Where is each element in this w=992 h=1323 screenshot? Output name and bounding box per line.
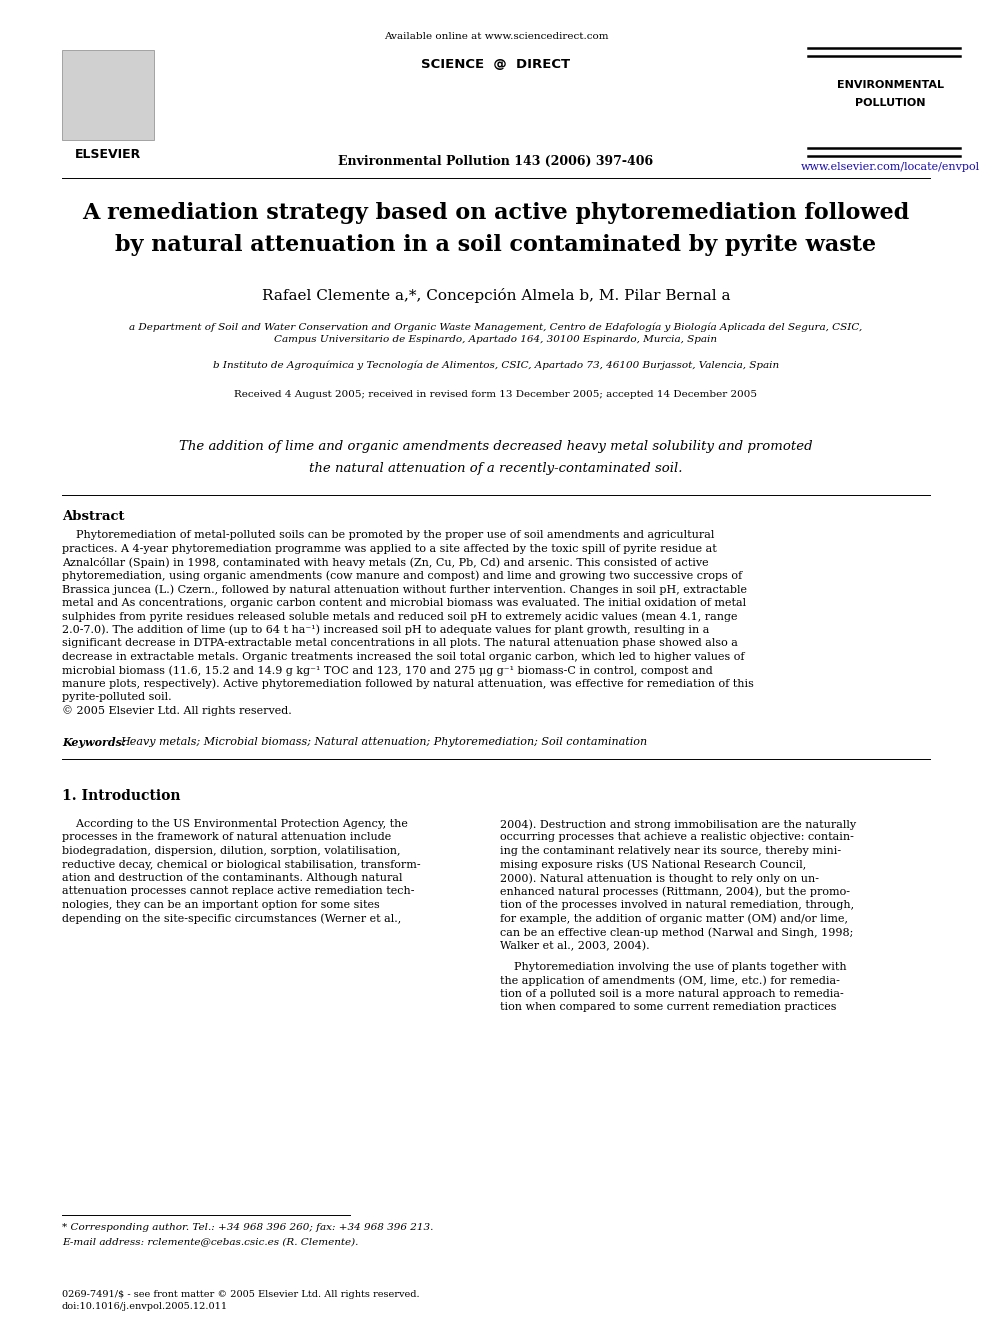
Text: phytoremediation, using organic amendments (cow manure and compost) and lime and: phytoremediation, using organic amendmen… bbox=[62, 570, 742, 581]
Text: Received 4 August 2005; received in revised form 13 December 2005; accepted 14 D: Received 4 August 2005; received in revi… bbox=[234, 390, 758, 400]
Text: for example, the addition of organic matter (OM) and/or lime,: for example, the addition of organic mat… bbox=[500, 913, 848, 923]
Text: the natural attenuation of a recently-contaminated soil.: the natural attenuation of a recently-co… bbox=[310, 462, 682, 475]
Text: the application of amendments (OM, lime, etc.) for remedia-: the application of amendments (OM, lime,… bbox=[500, 975, 840, 986]
Text: practices. A 4-year phytoremediation programme was applied to a site affected by: practices. A 4-year phytoremediation pro… bbox=[62, 544, 717, 553]
Text: ENVIRONMENTAL: ENVIRONMENTAL bbox=[836, 79, 943, 90]
Text: by natural attenuation in a soil contaminated by pyrite waste: by natural attenuation in a soil contami… bbox=[115, 234, 877, 255]
Text: ing the contaminant relatively near its source, thereby mini-: ing the contaminant relatively near its … bbox=[500, 845, 841, 856]
Text: biodegradation, dispersion, dilution, sorption, volatilisation,: biodegradation, dispersion, dilution, so… bbox=[62, 845, 401, 856]
Text: tion when compared to some current remediation practices: tion when compared to some current remed… bbox=[500, 1003, 836, 1012]
Text: Phytoremediation of metal-polluted soils can be promoted by the proper use of so: Phytoremediation of metal-polluted soils… bbox=[62, 531, 714, 540]
Text: Keywords:: Keywords: bbox=[62, 737, 130, 747]
Text: b Instituto de Agroquímica y Tecnología de Alimentos, CSIC, Apartado 73, 46100 B: b Instituto de Agroquímica y Tecnología … bbox=[213, 360, 779, 369]
Text: SCIENCE  @  DIRECT: SCIENCE @ DIRECT bbox=[422, 58, 570, 71]
Text: reductive decay, chemical or biological stabilisation, transform-: reductive decay, chemical or biological … bbox=[62, 860, 421, 869]
Text: 2004). Destruction and strong immobilisation are the naturally: 2004). Destruction and strong immobilisa… bbox=[500, 819, 856, 830]
Text: manure plots, respectively). Active phytoremediation followed by natural attenua: manure plots, respectively). Active phyt… bbox=[62, 679, 754, 689]
Text: E-mail address: rclemente@cebas.csic.es (R. Clemente).: E-mail address: rclemente@cebas.csic.es … bbox=[62, 1237, 358, 1246]
Text: sulphides from pyrite residues released soluble metals and reduced soil pH to ex: sulphides from pyrite residues released … bbox=[62, 611, 737, 622]
Text: metal and As concentrations, organic carbon content and microbial biomass was ev: metal and As concentrations, organic car… bbox=[62, 598, 746, 607]
Text: * Corresponding author. Tel.: +34 968 396 260; fax: +34 968 396 213.: * Corresponding author. Tel.: +34 968 39… bbox=[62, 1222, 434, 1232]
Text: A remediation strategy based on active phytoremediation followed: A remediation strategy based on active p… bbox=[82, 202, 910, 224]
Text: 1. Introduction: 1. Introduction bbox=[62, 789, 181, 803]
Text: nologies, they can be an important option for some sites: nologies, they can be an important optio… bbox=[62, 900, 380, 910]
Text: attenuation processes cannot replace active remediation tech-: attenuation processes cannot replace act… bbox=[62, 886, 415, 897]
Text: 2.0-7.0). The addition of lime (up to 64 t ha⁻¹) increased soil pH to adequate v: 2.0-7.0). The addition of lime (up to 64… bbox=[62, 624, 709, 635]
Text: Heavy metals; Microbial biomass; Natural attenuation; Phytoremediation; Soil con: Heavy metals; Microbial biomass; Natural… bbox=[120, 737, 647, 747]
Text: Available online at www.sciencedirect.com: Available online at www.sciencedirect.co… bbox=[384, 32, 608, 41]
Text: ation and destruction of the contaminants. Although natural: ation and destruction of the contaminant… bbox=[62, 873, 403, 882]
Text: depending on the site-specific circumstances (Werner et al.,: depending on the site-specific circumsta… bbox=[62, 913, 401, 923]
Text: decrease in extractable metals. Organic treatments increased the soil total orga: decrease in extractable metals. Organic … bbox=[62, 651, 745, 662]
Text: significant decrease in DTPA-extractable metal concentrations in all plots. The : significant decrease in DTPA-extractable… bbox=[62, 638, 738, 648]
Text: microbial biomass (11.6, 15.2 and 14.9 g kg⁻¹ TOC and 123, 170 and 275 μg g⁻¹ bi: microbial biomass (11.6, 15.2 and 14.9 g… bbox=[62, 665, 712, 676]
Text: 0269-7491/$ - see front matter © 2005 Elsevier Ltd. All rights reserved.: 0269-7491/$ - see front matter © 2005 El… bbox=[62, 1290, 420, 1299]
Text: mising exposure risks (US National Research Council,: mising exposure risks (US National Resea… bbox=[500, 860, 806, 871]
Text: pyrite-polluted soil.: pyrite-polluted soil. bbox=[62, 692, 172, 703]
Text: a Department of Soil and Water Conservation and Organic Waste Management, Centro: a Department of Soil and Water Conservat… bbox=[129, 321, 863, 344]
Text: Environmental Pollution 143 (2006) 397-406: Environmental Pollution 143 (2006) 397-4… bbox=[338, 155, 654, 168]
Text: can be an effective clean-up method (Narwal and Singh, 1998;: can be an effective clean-up method (Nar… bbox=[500, 927, 853, 938]
Text: Aznalcóllar (Spain) in 1998, contaminated with heavy metals (Zn, Cu, Pb, Cd) and: Aznalcóllar (Spain) in 1998, contaminate… bbox=[62, 557, 708, 568]
Text: doi:10.1016/j.envpol.2005.12.011: doi:10.1016/j.envpol.2005.12.011 bbox=[62, 1302, 228, 1311]
Text: Brassica juncea (L.) Czern., followed by natural attenuation without further int: Brassica juncea (L.) Czern., followed by… bbox=[62, 583, 747, 594]
Text: www.elsevier.com/locate/envpol: www.elsevier.com/locate/envpol bbox=[801, 161, 979, 172]
Text: The addition of lime and organic amendments decreased heavy metal solubility and: The addition of lime and organic amendme… bbox=[180, 441, 812, 452]
Text: © 2005 Elsevier Ltd. All rights reserved.: © 2005 Elsevier Ltd. All rights reserved… bbox=[62, 705, 292, 716]
Text: Phytoremediation involving the use of plants together with: Phytoremediation involving the use of pl… bbox=[500, 962, 846, 972]
Text: occurring processes that achieve a realistic objective: contain-: occurring processes that achieve a reali… bbox=[500, 832, 854, 843]
Text: 2000). Natural attenuation is thought to rely only on un-: 2000). Natural attenuation is thought to… bbox=[500, 873, 819, 884]
Text: Rafael Clemente a,*, Concepción Almela b, M. Pilar Bernal a: Rafael Clemente a,*, Concepción Almela b… bbox=[262, 288, 730, 303]
Text: Abstract: Abstract bbox=[62, 509, 125, 523]
Text: processes in the framework of natural attenuation include: processes in the framework of natural at… bbox=[62, 832, 391, 843]
Text: Walker et al., 2003, 2004).: Walker et al., 2003, 2004). bbox=[500, 941, 650, 951]
Text: ELSEVIER: ELSEVIER bbox=[74, 148, 141, 161]
Text: enhanced natural processes (Rittmann, 2004), but the promo-: enhanced natural processes (Rittmann, 20… bbox=[500, 886, 850, 897]
Bar bbox=[62, 50, 154, 140]
Text: tion of the processes involved in natural remediation, through,: tion of the processes involved in natura… bbox=[500, 900, 854, 910]
Text: tion of a polluted soil is a more natural approach to remedia-: tion of a polluted soil is a more natura… bbox=[500, 990, 844, 999]
Text: According to the US Environmental Protection Agency, the: According to the US Environmental Protec… bbox=[62, 819, 408, 830]
Text: POLLUTION: POLLUTION bbox=[855, 98, 926, 108]
